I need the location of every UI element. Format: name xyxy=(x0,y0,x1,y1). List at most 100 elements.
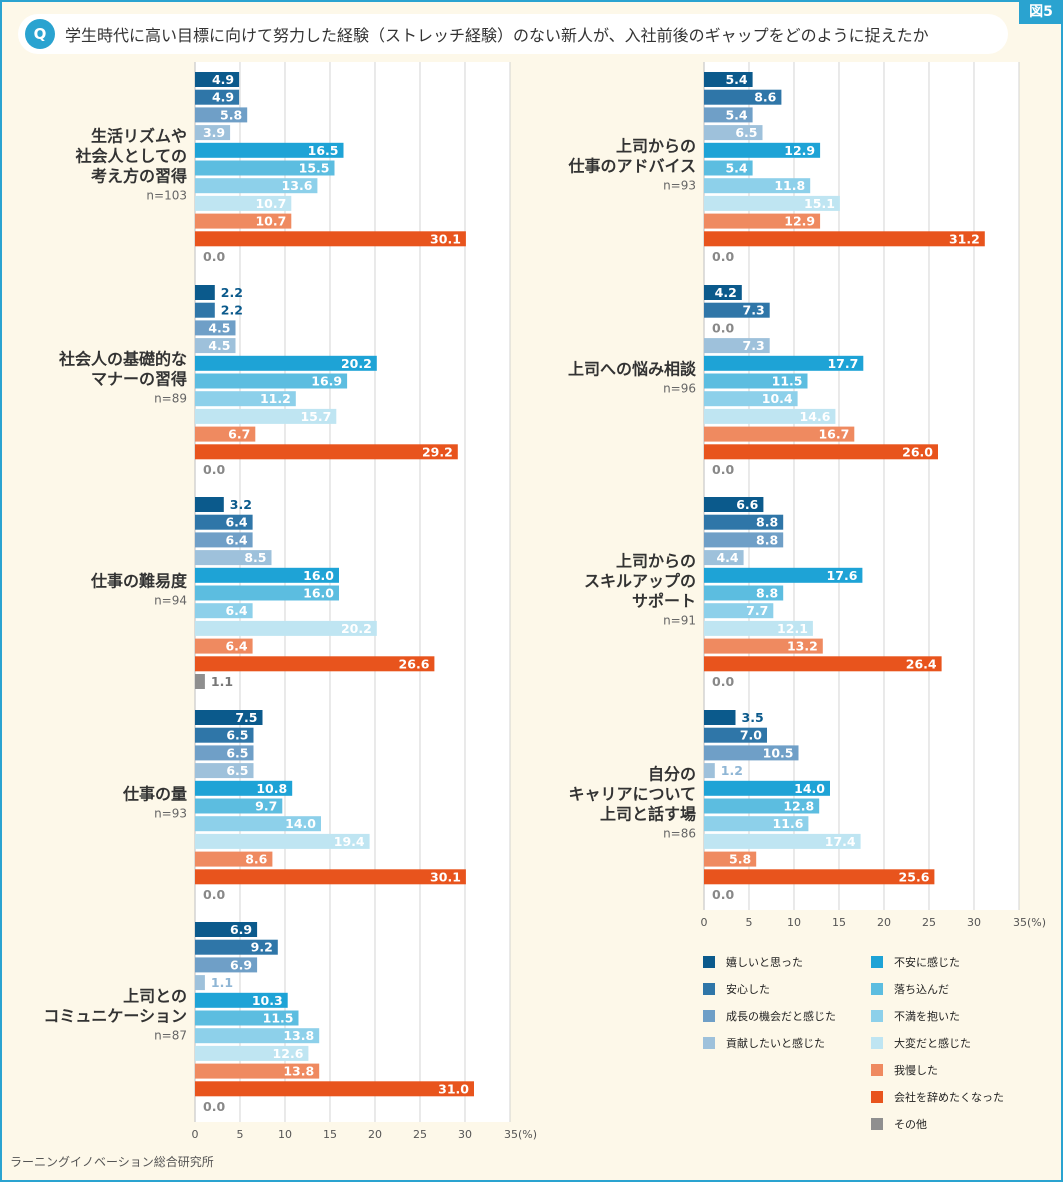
left-x-tick-label: 0 xyxy=(192,1128,199,1141)
data-label: 4.2 xyxy=(715,285,737,300)
bar-7 xyxy=(704,603,774,619)
right-x-tick-label: 35(%) xyxy=(1013,916,1046,929)
data-label: 6.4 xyxy=(225,532,247,547)
group-label: 社会人としての xyxy=(74,146,187,165)
data-label: 7.5 xyxy=(235,710,257,725)
legend-label: 安心した xyxy=(726,983,770,996)
legend-label: 貢献したいと感じた xyxy=(726,1037,825,1050)
group-label: 社会人の基礎的な xyxy=(58,349,187,368)
bar-4 xyxy=(195,763,254,779)
data-label: 10.8 xyxy=(256,781,287,796)
group-label: スキルアップの xyxy=(584,571,696,590)
legend-item: 不安に感じた xyxy=(871,954,960,970)
bar-8 xyxy=(704,620,813,636)
data-label: 30.1 xyxy=(430,231,461,246)
bar-8 xyxy=(195,195,292,211)
group-label: マナーの習得 xyxy=(91,369,187,388)
left-x-tick-label: 25 xyxy=(413,1128,427,1141)
data-label: 10.7 xyxy=(255,214,286,229)
bar-1 xyxy=(195,922,258,937)
legend-item: 大変だと感じた xyxy=(871,1035,971,1051)
group-label: 上司からの xyxy=(616,551,696,570)
data-label: 6.5 xyxy=(226,763,248,778)
bar-6 xyxy=(195,1010,299,1026)
data-label: 7.3 xyxy=(743,338,765,353)
data-label: 6.7 xyxy=(228,427,250,442)
legend-item: 落ち込んだ xyxy=(871,981,949,997)
bar-9 xyxy=(195,1063,320,1079)
data-label: 1.1 xyxy=(211,674,233,689)
bar-9 xyxy=(704,426,855,442)
legend-swatch xyxy=(871,1064,883,1076)
data-label: 8.8 xyxy=(756,515,778,530)
bar-3 xyxy=(195,745,254,761)
data-label: 26.4 xyxy=(906,656,937,671)
left-x-tick-label: 5 xyxy=(237,1128,244,1141)
legend-item: 不満を抱いた xyxy=(871,1008,960,1024)
legend-swatch xyxy=(871,983,883,995)
bar-4 xyxy=(704,125,763,141)
legend-item: 我慢した xyxy=(871,1062,938,1078)
bar-6 xyxy=(704,585,784,601)
figure-label: 図5 xyxy=(1019,0,1063,24)
bar-4 xyxy=(195,125,231,141)
data-label: 3.5 xyxy=(742,710,764,725)
legend-item: 嬉しいと思った xyxy=(703,954,803,970)
data-label: 6.5 xyxy=(735,125,757,140)
group-label: キャリアについて xyxy=(568,784,696,803)
bar-6 xyxy=(195,798,283,814)
data-label: 13.6 xyxy=(282,178,313,193)
bar-8 xyxy=(195,620,377,636)
data-label: 11.5 xyxy=(263,1011,294,1026)
legend-label: 会社を辞めたくなった xyxy=(894,1091,1004,1104)
legend-label: 大変だと感じた xyxy=(894,1037,971,1050)
data-label: 0.0 xyxy=(712,462,734,477)
data-label: 16.5 xyxy=(308,143,339,158)
bar-2 xyxy=(195,939,278,955)
group-label: 上司と話す場 xyxy=(600,804,696,823)
data-label: 2.2 xyxy=(221,303,243,318)
group-n: n=91 xyxy=(663,613,696,627)
bar-8 xyxy=(704,408,836,424)
bar-9 xyxy=(195,638,253,654)
bar-10 xyxy=(195,444,458,460)
bar-3 xyxy=(195,107,248,123)
group-label: 自分の xyxy=(648,764,696,783)
legend-label: 不安に感じた xyxy=(894,956,960,969)
bar-4 xyxy=(704,338,770,354)
legend-item: その他 xyxy=(871,1116,927,1132)
bar-9 xyxy=(195,213,292,229)
bar-2 xyxy=(704,89,782,105)
question-text: 学生時代に高い目標に向けて努力した経験（ストレッチ経験）のない新人が、入社前後の… xyxy=(65,26,929,45)
data-label: 0.0 xyxy=(203,462,225,477)
data-label: 26.0 xyxy=(902,444,933,459)
bar-2 xyxy=(704,302,770,318)
group-n: n=89 xyxy=(154,391,187,405)
bar-1 xyxy=(195,285,215,300)
data-label: 4.4 xyxy=(716,550,738,565)
legend-item: 安心した xyxy=(703,981,770,997)
bar-7 xyxy=(195,391,296,407)
data-label: 5.8 xyxy=(220,107,242,122)
data-label: 16.0 xyxy=(303,568,334,583)
data-label: 0.0 xyxy=(203,887,225,902)
right-x-tick-label: 5 xyxy=(746,916,753,929)
data-label: 1.2 xyxy=(721,763,743,778)
left-x-tick-label: 30 xyxy=(458,1128,472,1141)
group-label: サポート xyxy=(632,591,696,610)
group-label: 仕事の量 xyxy=(122,784,187,803)
legend-swatch xyxy=(703,1010,715,1022)
legend-item: 成長の機会だと感じた xyxy=(703,1008,836,1024)
bar-2 xyxy=(195,89,240,105)
data-label: 0.0 xyxy=(712,674,734,689)
data-label: 10.7 xyxy=(255,196,286,211)
data-label: 10.3 xyxy=(252,993,283,1008)
bar-10 xyxy=(195,231,466,247)
group-n: n=94 xyxy=(154,593,187,607)
bar-9 xyxy=(704,213,821,229)
bar-9 xyxy=(704,851,757,867)
group-label: コミュニケーション xyxy=(43,1006,187,1025)
bar-1 xyxy=(195,497,224,512)
bar-5 xyxy=(704,142,821,158)
